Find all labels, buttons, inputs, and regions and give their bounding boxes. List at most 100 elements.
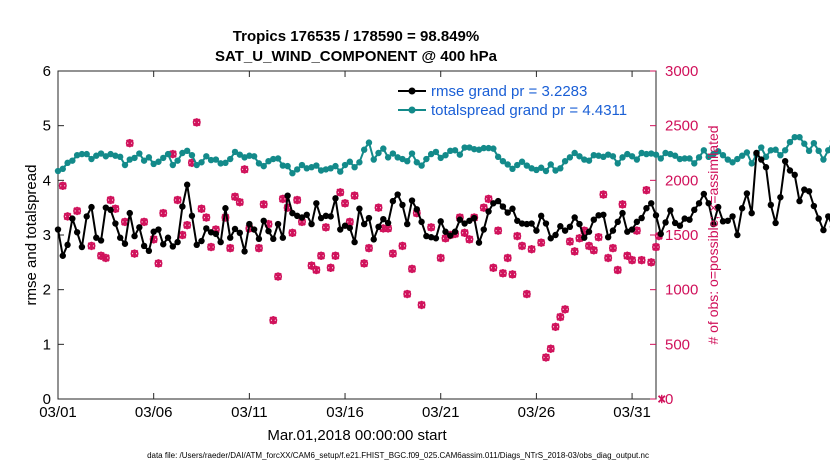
totalspread-point <box>54 167 62 175</box>
obs-assimilated-marker <box>226 243 235 253</box>
rmse-point <box>796 197 803 205</box>
obs-assimilated-marker <box>417 300 426 310</box>
rmse-point <box>384 219 392 227</box>
totalspread-point <box>212 156 220 163</box>
totalspread-point <box>59 165 66 173</box>
rmse-point <box>308 220 315 228</box>
totalspread-point <box>246 152 253 159</box>
totalspread-point <box>638 149 645 157</box>
rmse-point <box>490 200 497 207</box>
totalspread-point <box>389 150 397 157</box>
obs-assimilated-marker <box>556 312 565 322</box>
rmse-point <box>542 220 550 227</box>
totalspread-point <box>805 147 813 155</box>
totalspread-point <box>518 158 526 165</box>
rmse-point <box>174 238 181 246</box>
totalspread-point <box>112 152 119 159</box>
rmse-point <box>198 237 205 245</box>
totalspread-point <box>523 162 531 169</box>
rmse-point <box>83 213 90 220</box>
totalspread-point <box>346 158 354 165</box>
totalspread-point <box>380 145 387 152</box>
obs-assimilated-marker <box>518 241 526 251</box>
totalspread-point <box>399 155 406 163</box>
rmse-point <box>528 220 535 227</box>
totalspread-point <box>681 155 688 162</box>
totalspread-point <box>633 156 641 163</box>
totalspread-point <box>628 153 636 160</box>
totalspread-point <box>590 151 598 159</box>
rmse-point <box>437 218 444 225</box>
totalspread-point <box>322 166 330 173</box>
rmse-point <box>160 241 167 248</box>
totalspread-point <box>198 159 205 166</box>
totalspread-point <box>614 160 621 167</box>
rmse-point <box>313 200 320 207</box>
totalspread-point <box>490 145 497 152</box>
rmse-point <box>805 188 813 195</box>
obs-assimilated-marker <box>642 185 651 195</box>
obs-assimilated-marker <box>494 226 502 235</box>
rmse-point <box>274 220 282 228</box>
rmse-point <box>413 206 420 213</box>
rmse-point <box>628 226 636 233</box>
rmse-point <box>246 220 253 228</box>
y-tick-label: 2 <box>43 282 51 299</box>
obs-assimilated-marker <box>125 138 134 148</box>
rmse-point <box>724 217 731 224</box>
obs-assimilated-marker <box>508 270 517 279</box>
obs-assimilated-marker <box>192 118 201 127</box>
rmse-point <box>427 233 435 241</box>
obs-assimilated-marker <box>542 353 550 362</box>
obs-assimilated-marker <box>594 232 603 242</box>
totalspread-point <box>719 151 727 159</box>
rmse-point <box>686 216 693 223</box>
totalspread-point <box>260 162 267 170</box>
rmse-point <box>337 226 344 233</box>
totalspread-point <box>786 138 794 146</box>
totalspread-point <box>676 155 684 163</box>
totalspread-point <box>494 153 502 161</box>
totalspread-point <box>451 147 459 154</box>
totalspread-point <box>203 153 210 160</box>
data-file-footer: data file: /Users/raeder/DAI/ATM_forcXX/… <box>147 451 649 460</box>
rmse-point <box>643 205 650 212</box>
totalspread-point <box>533 166 540 174</box>
totalspread-point <box>566 154 574 161</box>
obs-assimilated-marker <box>570 247 579 256</box>
rmse-point <box>375 223 382 230</box>
rmse-point <box>360 220 368 228</box>
totalspread-point <box>303 165 310 172</box>
totalspread-point <box>432 148 440 156</box>
rmse-point <box>719 218 727 225</box>
rmse-point <box>150 228 157 235</box>
rmse-point <box>193 241 200 249</box>
legend: rmse grand pr = 3.2283 totalspread grand… <box>398 83 627 119</box>
rmse-point <box>595 212 602 219</box>
totalspread-point <box>404 158 411 165</box>
totalspread-point <box>437 154 444 162</box>
obs-assimilated-marker <box>168 149 177 159</box>
rmse-point <box>322 212 330 220</box>
rmse-point <box>825 213 830 220</box>
rmse-point <box>212 230 220 238</box>
rmse-point <box>370 236 377 243</box>
legend-rmse-marker <box>408 87 416 95</box>
y-axis-left: 0 1 2 3 4 5 6 <box>43 63 64 408</box>
obs-assimilated-marker <box>240 165 249 174</box>
totalspread-point <box>705 153 712 161</box>
obs-assimilated-marker <box>130 249 139 258</box>
totalspread-point <box>772 146 779 153</box>
obs-assimilated-marker <box>197 204 206 213</box>
rmse-point <box>604 233 612 241</box>
legend-spread-label: totalspread grand pr = 4.4311 <box>431 102 627 119</box>
obs-assimilated-marker <box>604 253 612 263</box>
obs-assimilated-marker <box>326 263 335 272</box>
rmse-point <box>164 234 172 241</box>
rmse-point <box>700 190 708 198</box>
totalspread-point <box>537 164 545 171</box>
rmse-point <box>93 234 100 241</box>
obs-assimilated-marker <box>551 322 560 332</box>
totalspread-point <box>236 151 243 158</box>
rmse-point <box>667 207 674 214</box>
